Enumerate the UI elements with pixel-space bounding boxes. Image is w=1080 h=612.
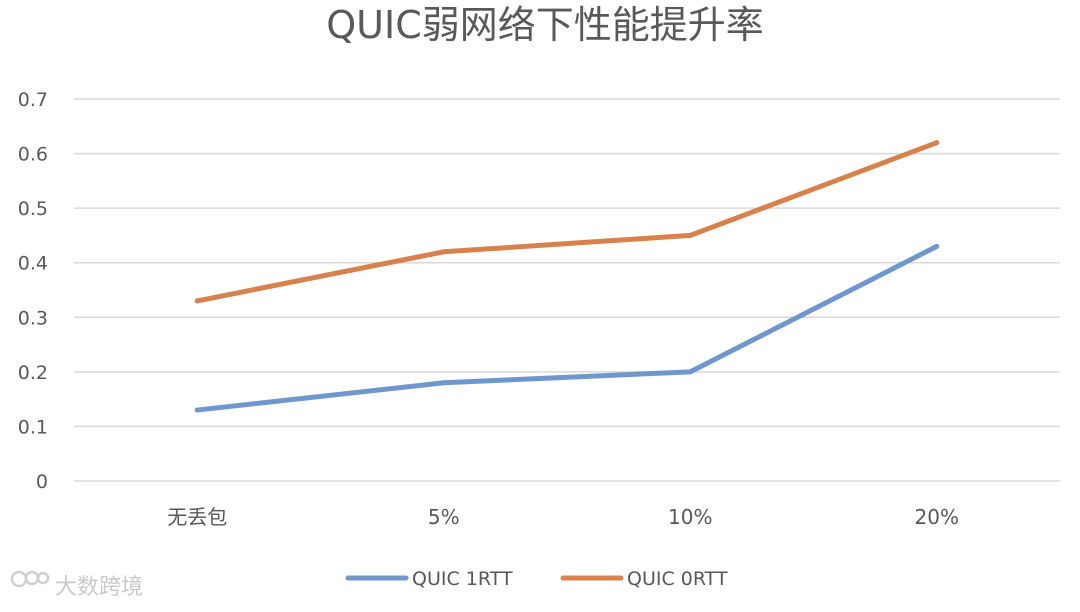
watermark-text: 大数跨境	[55, 575, 143, 600]
data-point	[687, 232, 693, 238]
y-tick-label: 0.1	[18, 416, 48, 438]
x-category-label: 20%	[915, 505, 959, 529]
watermark-logo-icon	[10, 570, 50, 588]
legend: QUIC 1RTT QUIC 0RTT	[345, 568, 728, 590]
y-axis-tick-labels: 0 0.1 0.2 0.3 0.4 0.5 0.6 0.7	[18, 89, 48, 493]
x-axis-category-labels: 无丢包 5% 10% 20%	[167, 505, 959, 529]
series-lines	[194, 140, 940, 413]
y-tick-label: 0.5	[18, 198, 48, 220]
y-tick-label: 0.3	[18, 307, 48, 329]
watermark: 大数跨境	[10, 570, 143, 600]
y-tick-label: 0.7	[18, 89, 48, 111]
data-point	[441, 249, 447, 255]
series-line-1	[194, 243, 940, 413]
data-point	[934, 243, 940, 249]
y-tick-label: 0	[36, 471, 48, 493]
x-category-label: 无丢包	[167, 505, 227, 529]
data-point	[687, 369, 693, 375]
legend-label: QUIC 1RTT	[412, 568, 513, 590]
x-category-label: 10%	[668, 505, 712, 529]
data-point	[194, 407, 200, 413]
data-point	[441, 380, 447, 386]
chart-title: QUIC弱网络下性能提升率	[326, 3, 763, 47]
data-point	[934, 140, 940, 146]
gridlines	[74, 98, 1060, 482]
x-category-label: 5%	[428, 505, 460, 529]
legend-label: QUIC 0RTT	[627, 568, 728, 590]
y-tick-label: 0.2	[18, 362, 48, 384]
y-tick-label: 0.6	[18, 144, 48, 166]
data-point	[194, 298, 200, 304]
y-tick-label: 0.4	[18, 253, 48, 275]
series-line-2	[194, 140, 940, 304]
